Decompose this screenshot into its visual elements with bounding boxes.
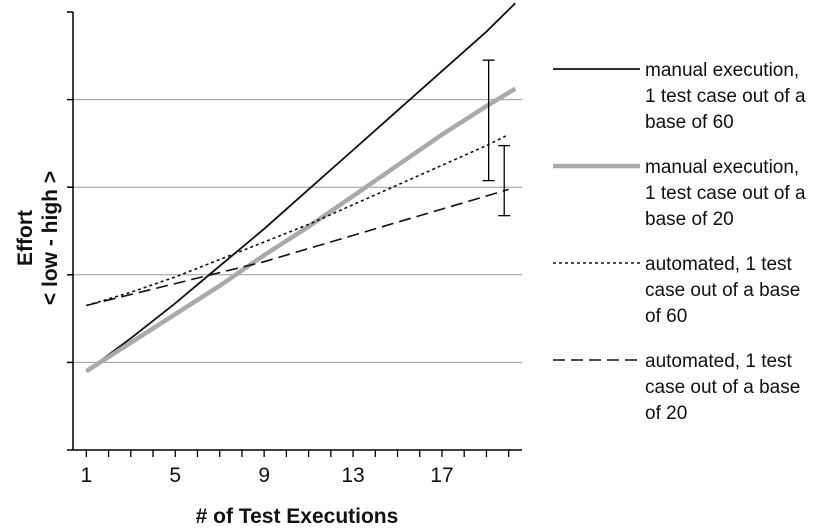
x-tick-label-2: 9 (258, 464, 270, 487)
legend-label-0-0: manual execution, (645, 60, 799, 81)
series-line-3 (86, 188, 509, 307)
legend: manual execution, 1 test case out of a bas… (553, 60, 806, 424)
legend-label-1-2: base of 20 (645, 209, 734, 230)
legend-label-3-2: of 20 (645, 403, 687, 424)
axes (67, 11, 522, 451)
y-axis-title-line2: < low - high > (39, 171, 62, 305)
legend-label-3-0: automated, 1 test (645, 351, 793, 372)
series-line-2 (86, 133, 510, 307)
y-axis-title-line1: Effort (14, 210, 37, 266)
legend-label-1-1: 1 test case out of a (645, 183, 806, 204)
gridlines (73, 99, 522, 363)
legend-label-2-1: case out of a base (645, 280, 800, 301)
series-line-1 (85, 86, 517, 374)
series-lines (85, 2, 517, 374)
x-tick-label-0: 1 (80, 464, 92, 487)
legend-label-1-0: manual execution, (645, 157, 799, 178)
x-axis-ticks: 1 5 9 13 17 (80, 450, 510, 487)
x-tick-label-1: 5 (169, 464, 181, 487)
legend-label-0-2: base of 60 (645, 112, 734, 133)
legend-label-0-1: 1 test case out of a (645, 86, 806, 107)
legend-label-3-1: case out of a base (645, 377, 800, 398)
x-axis-title: # of Test Executions (196, 505, 399, 528)
legend-label-2-2: of 60 (645, 306, 687, 327)
legend-label-2-0: automated, 1 test (645, 254, 793, 275)
series-line-0 (85, 2, 516, 372)
x-tick-label-4: 17 (430, 464, 453, 487)
difference-bars (482, 59, 511, 217)
x-tick-label-3: 13 (341, 464, 364, 487)
